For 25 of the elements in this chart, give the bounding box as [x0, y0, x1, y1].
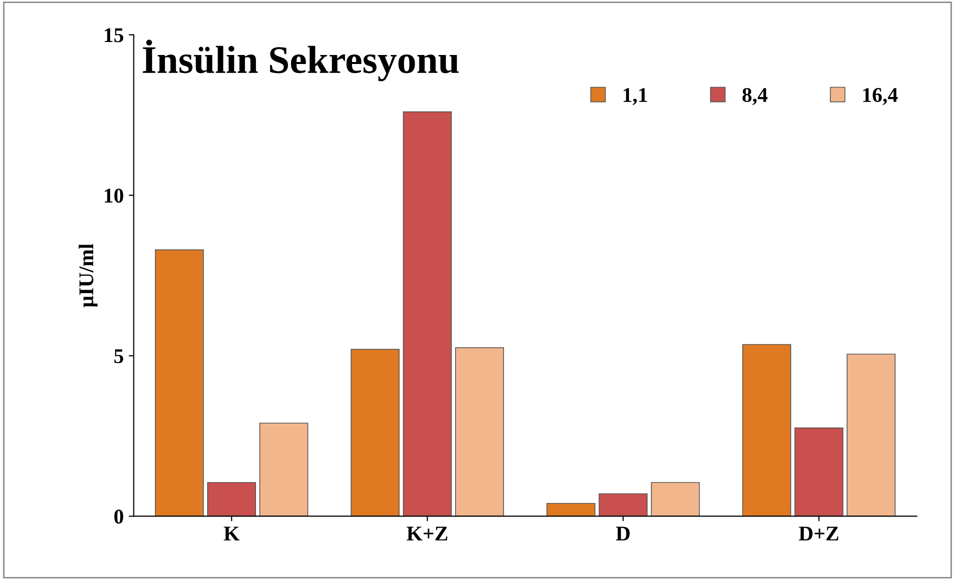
y-tick-label: 0 [114, 510, 124, 524]
bar [598, 493, 648, 516]
bar [546, 502, 596, 516]
bar [846, 354, 896, 516]
legend-label: 1,1 [624, 88, 647, 106]
y-tick-label: 5 [114, 349, 124, 364]
x-tick-label: K [224, 526, 240, 540]
legend-label: 8,4 [742, 88, 768, 106]
bar [259, 422, 308, 516]
legend-label: 16,4 [863, 88, 898, 106]
y-tick-label: 15 [104, 28, 124, 42]
x-tick-label: K+Z [406, 526, 448, 540]
bar [207, 482, 256, 516]
y-tick-label: 10 [104, 188, 124, 203]
x-tick-label: D+Z [798, 526, 838, 540]
bar [402, 111, 452, 516]
bar [154, 249, 204, 516]
bar [455, 347, 504, 516]
bar [742, 344, 792, 516]
x-tick-label: D [616, 526, 630, 540]
chart-title: İnsülin Sekresyonu [142, 40, 459, 82]
y-axis-title: µIU/ml [78, 244, 98, 308]
bar [794, 428, 844, 516]
bar [350, 348, 400, 516]
bar [650, 482, 700, 516]
